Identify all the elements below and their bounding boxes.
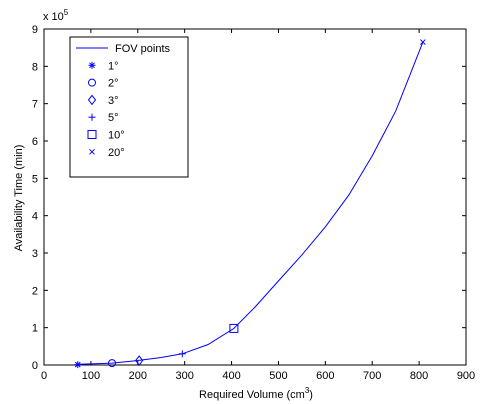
y-exponent-label: x 105: [43, 8, 69, 23]
x-tick-label: 100: [82, 370, 100, 382]
series-line-fov-points: [76, 41, 424, 365]
x-tick-label: 300: [175, 370, 193, 382]
data-marker-circle: [107, 359, 116, 368]
data-marker-x: [420, 39, 426, 45]
legend-symbol-plus: [88, 113, 96, 121]
y-tick-label: 6: [32, 136, 38, 148]
x-tick-label: 900: [457, 370, 475, 382]
y-tick-label: 5: [32, 173, 38, 185]
legend-label: 20°: [108, 147, 125, 159]
legend-label: 1°: [108, 60, 119, 72]
x-tick-label: 200: [129, 370, 147, 382]
legend-label: 3°: [108, 95, 119, 107]
legend-box: [69, 36, 189, 178]
y-tick-label: 2: [32, 285, 38, 297]
data-marker-asterisk: [74, 361, 82, 369]
data-marker-square: [229, 323, 239, 333]
x-tick-label: 600: [316, 370, 334, 382]
data-marker-plus: [178, 350, 186, 358]
data-marker-diamond: [135, 355, 144, 366]
x-tick-label: 500: [269, 370, 287, 382]
legend: FOV points 1° 2° 3° 5° 10° 20°: [69, 36, 189, 178]
legend-label: FOV points: [115, 43, 171, 55]
legend-symbol-diamond: [87, 94, 97, 106]
y-axis: 0 1 2 3 4 5 6 7 8 9: [32, 24, 466, 372]
y-axis-label: Availability Time (min): [13, 145, 25, 252]
series-layer: [76, 41, 424, 365]
x-tick-label: 700: [363, 370, 381, 382]
y-tick-label: 7: [32, 99, 38, 111]
legend-label: 10°: [108, 130, 125, 142]
y-tick-label: 0: [32, 360, 38, 372]
legend-symbol-square: [87, 130, 97, 139]
x-tick-label: 800: [410, 370, 428, 382]
y-tick-label: 3: [32, 248, 38, 260]
legend-symbol-circle: [88, 78, 96, 87]
x-tick-label: 400: [222, 370, 240, 382]
y-tick-label: 8: [32, 61, 38, 73]
y-tick-label: 4: [32, 211, 38, 223]
legend-label: 5°: [108, 112, 119, 124]
x-axis: 0 100 200 300 400 500 600 700 800 900: [41, 29, 475, 382]
x-axis-label: Required Volume (cm3): [199, 386, 313, 401]
x-tick-label: 0: [41, 370, 47, 382]
legend-label: 2°: [108, 78, 119, 90]
y-tick-label: 1: [32, 323, 38, 335]
marker-layer: [74, 39, 426, 369]
y-tick-label: 9: [32, 24, 38, 36]
legend-symbol-asterisk: [88, 61, 96, 69]
legend-symbol-x: [89, 148, 95, 155]
